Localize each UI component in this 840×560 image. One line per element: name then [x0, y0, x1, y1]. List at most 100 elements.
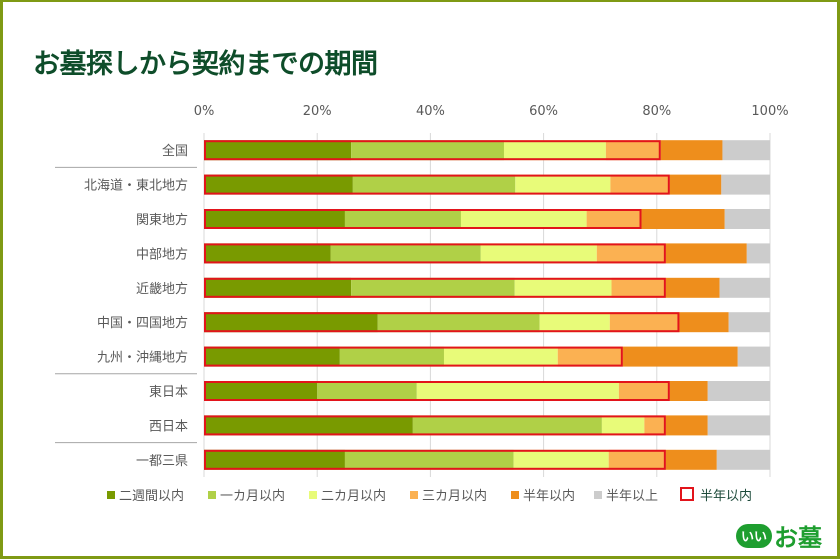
category-label: 近畿地方 — [136, 281, 188, 297]
bar-segment — [644, 415, 666, 436]
bar-segment — [351, 140, 504, 161]
bar-segment — [724, 209, 770, 229]
logo-mark: いい — [736, 523, 772, 548]
category-label: 中国・四国地方 — [97, 315, 188, 331]
legend-swatch — [410, 491, 418, 499]
bar-segment — [377, 312, 540, 333]
bar-segment — [204, 277, 352, 298]
bar-segment — [586, 209, 642, 229]
group-separators — [55, 166, 197, 444]
highlight-outline — [204, 312, 680, 333]
bar-segment — [596, 243, 666, 264]
bar-segment — [665, 415, 708, 436]
bar-segment — [610, 174, 670, 195]
category-label: 九州・沖縄地方 — [97, 350, 188, 366]
bar-segment — [722, 140, 770, 161]
x-tick-label: 100% — [751, 104, 788, 119]
bar-segment — [608, 449, 666, 470]
bar-segment — [204, 140, 352, 161]
legend-swatch — [511, 491, 519, 499]
bar-segment — [728, 312, 770, 333]
bar-segment — [204, 449, 345, 470]
highlight-outline — [204, 174, 670, 195]
legend: 二週間以内 一カ月以内 二カ月以内 三カ月以内 半年以内 半年以上 半年以内 — [107, 487, 752, 504]
bar-segment — [204, 381, 318, 401]
bar-segment — [416, 381, 619, 401]
logo-name: お墓 — [774, 524, 822, 552]
bar-segment — [503, 140, 606, 161]
bar-segment — [204, 346, 340, 367]
x-tick-label: 0% — [194, 104, 215, 119]
bar-segment — [669, 174, 722, 195]
bar-segment — [665, 449, 717, 470]
bar-segment — [665, 243, 747, 264]
legend-label: 半年以内 — [700, 488, 752, 504]
bar-segment — [344, 449, 514, 470]
legend-label: 二カ月以内 — [321, 488, 386, 504]
bar-segment — [339, 346, 444, 367]
bar-segment — [679, 312, 729, 333]
x-tick-label: 60% — [529, 104, 558, 119]
x-tick-label: 80% — [642, 104, 671, 119]
bar-segment — [513, 449, 609, 470]
bar-segment — [707, 381, 770, 401]
legend-swatch — [680, 487, 694, 501]
bar-segment — [721, 174, 770, 195]
x-tick-labels: 0% 20% 40% 60% 80% 100% — [194, 104, 789, 119]
bar-segment — [716, 449, 770, 470]
legend-label: 一カ月以内 — [220, 488, 285, 504]
category-label: 北海道・東北地方 — [84, 178, 188, 194]
legend-label: 二週間以内 — [119, 488, 184, 504]
bar-segment — [443, 346, 558, 367]
bar-segment — [539, 312, 610, 333]
bar-segment — [204, 415, 413, 436]
bar-segment — [204, 174, 353, 195]
legend-swatch — [594, 491, 602, 499]
bar-segment — [707, 415, 770, 436]
highlight-outlines — [204, 140, 680, 470]
category-label: 東日本 — [149, 384, 188, 400]
bar-segment — [737, 346, 770, 367]
bar-segment — [719, 277, 770, 298]
highlight-outline — [204, 381, 670, 401]
legend-label: 半年以内 — [523, 488, 575, 504]
bar-segment — [412, 415, 602, 436]
bar-segment — [641, 209, 725, 229]
category-label: 一都三県 — [136, 454, 188, 469]
legend-swatch — [309, 491, 317, 499]
bar-segment — [204, 243, 331, 264]
bar-segment — [330, 243, 481, 264]
x-tick-label: 20% — [303, 104, 332, 119]
x-tick-label: 40% — [416, 104, 445, 119]
highlight-outline — [204, 277, 666, 298]
highlight-outline — [204, 346, 623, 367]
logo: いい お墓 — [736, 518, 822, 553]
bar-segment — [514, 277, 612, 298]
bar-segment — [352, 174, 516, 195]
bar-segment — [665, 277, 720, 298]
bar-segment — [605, 140, 661, 161]
bar-segment — [515, 174, 611, 195]
bar-segment — [317, 381, 417, 401]
bar-segment — [746, 243, 770, 264]
legend-swatch — [208, 491, 216, 499]
highlight-outline — [204, 415, 666, 436]
legend-label: 三カ月以内 — [422, 488, 487, 504]
bar-segment — [669, 381, 708, 401]
highlight-outline — [204, 209, 642, 229]
bar-segment — [618, 381, 670, 401]
bar-segment — [460, 209, 587, 229]
category-label: 西日本 — [149, 419, 188, 434]
category-label: 中部地方 — [136, 246, 188, 262]
legend-label: 半年以上 — [606, 489, 658, 504]
bars — [204, 140, 770, 470]
bar-segment — [622, 346, 738, 367]
bar-segment — [344, 209, 461, 229]
category-labels: 全国北海道・東北地方関東地方中部地方近畿地方中国・四国地方九州・沖縄地方東日本西… — [84, 143, 188, 469]
legend-swatch — [107, 491, 115, 499]
bar-segment — [204, 209, 345, 229]
bar-segment — [480, 243, 597, 264]
page-title: お墓探しから契約までの期間 — [33, 49, 378, 80]
bar-segment — [557, 346, 623, 367]
